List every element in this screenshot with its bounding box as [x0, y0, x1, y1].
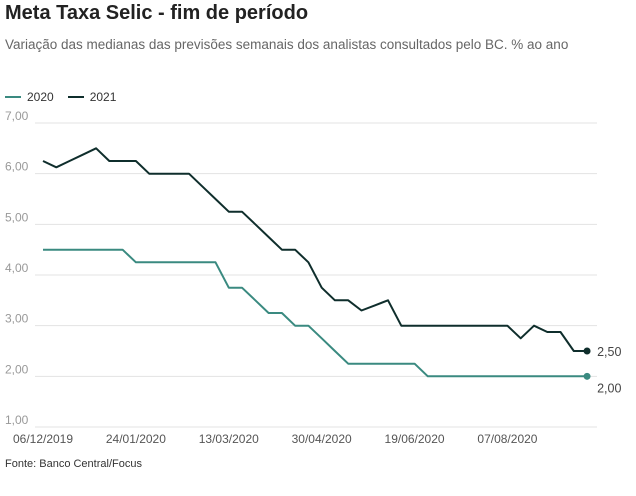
x-tick-label: 13/03/2020 — [199, 432, 259, 446]
x-tick-label: 19/06/2020 — [385, 432, 445, 446]
legend: 2020 2021 — [5, 90, 116, 104]
legend-item-2021: 2021 — [67, 90, 117, 104]
series-line-2020 — [43, 248, 588, 378]
end-label-2020: 2,00 — [597, 381, 621, 395]
end-point-2020 — [583, 372, 591, 380]
y-tick-label: 7,00 — [5, 109, 29, 123]
x-tick-label: 07/08/2020 — [477, 432, 537, 446]
legend-swatch-2021 — [67, 96, 84, 98]
y-tick-label: 5,00 — [5, 210, 29, 224]
y-tick-label: 3,00 — [5, 312, 29, 326]
chart-subtitle: Variação das medianas das previsões sema… — [5, 37, 569, 52]
legend-swatch-2020 — [5, 96, 21, 98]
legend-label-2020: 2020 — [27, 90, 54, 104]
x-tick-label: 30/04/2020 — [292, 432, 352, 446]
y-tick-label: 2,00 — [5, 362, 29, 376]
y-tick-label: 1,00 — [5, 413, 29, 427]
end-label-2021: 2,50 — [597, 345, 621, 359]
legend-item-2020: 2020 — [5, 90, 54, 104]
series-line-2021 — [42, 147, 588, 352]
x-tick-label: 24/01/2020 — [106, 432, 166, 446]
chart-title: Meta Taxa Selic - fim de período — [5, 2, 309, 24]
y-tick-label: 6,00 — [5, 160, 29, 174]
source-note: Fonte: Banco Central/Focus — [5, 458, 142, 470]
y-tick-label: 4,00 — [5, 261, 29, 275]
x-tick-label: 06/12/2019 — [13, 432, 73, 446]
end-point-2021 — [583, 347, 591, 355]
legend-label-2021: 2021 — [89, 90, 117, 104]
